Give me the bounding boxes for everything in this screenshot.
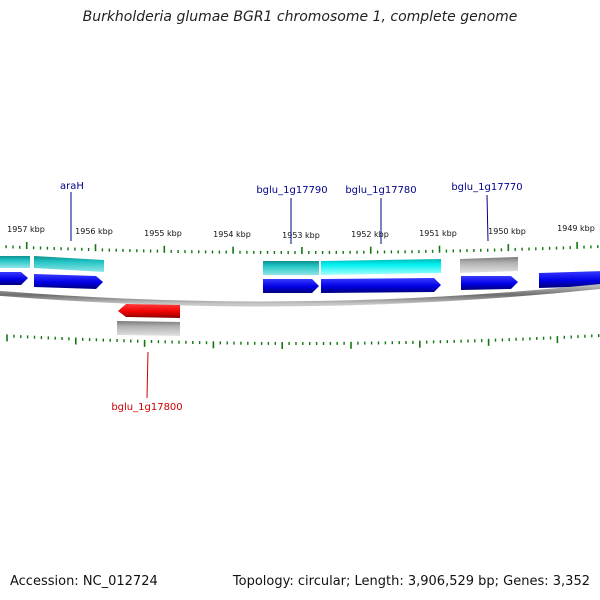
leader-line-bglu-1g17800 bbox=[146, 351, 149, 399]
forward-strand-track bbox=[0, 271, 600, 293]
feature-track-outer bbox=[0, 256, 518, 275]
feature-block-grey[interactable] bbox=[117, 321, 180, 336]
tick-label-1954: 1954 kbp bbox=[213, 230, 251, 239]
tick-label-1951: 1951 kbp bbox=[419, 229, 457, 238]
leader-line-bglu-1g17770 bbox=[486, 194, 489, 242]
tick-label-1950: 1950 kbp bbox=[488, 227, 526, 236]
tick-label-1956: 1956 kbp bbox=[75, 227, 113, 236]
map-title: Burkholderia glumae BGR1 chromosome 1, c… bbox=[82, 9, 518, 25]
feature-block-cyan[interactable] bbox=[321, 259, 441, 275]
cds-arrow-forward-bglu-1g17790[interactable] bbox=[263, 279, 319, 293]
cds-arrow-forward-bglu-1g17770[interactable] bbox=[461, 276, 518, 290]
feature-block-teal[interactable] bbox=[263, 261, 319, 275]
tick-label-1953: 1953 kbp bbox=[282, 231, 320, 240]
gene-label-bglu-1g17780[interactable]: bglu_1g17780 bbox=[345, 185, 416, 196]
feature-block-teal[interactable] bbox=[34, 256, 104, 272]
cds-arrow-forward-bglu-1g17780[interactable] bbox=[321, 278, 441, 293]
gene-label-bglu-1g17800[interactable]: bglu_1g17800 bbox=[111, 402, 182, 413]
scale-labels: 1957 kbp 1956 kbp 1955 kbp 1954 kbp 1953… bbox=[7, 224, 595, 240]
reverse-strand-track bbox=[118, 304, 180, 318]
gene-label-bglu-1g17790[interactable]: bglu_1g17790 bbox=[256, 185, 327, 196]
genome-summary-text: Topology: circular; Length: 3,906,529 bp… bbox=[232, 574, 590, 589]
tick-label-1949: 1949 kbp bbox=[557, 224, 595, 233]
cds-arrow-forward[interactable] bbox=[539, 271, 600, 288]
accession-text: Accession: NC_012724 bbox=[10, 574, 158, 589]
feature-block-grey[interactable] bbox=[460, 257, 518, 273]
gene-label-leaders bbox=[70, 192, 489, 399]
gene-label-arah[interactable]: araH bbox=[60, 181, 84, 192]
gene-labels: araH bglu_1g17790 bglu_1g17780 bglu_1g17… bbox=[60, 181, 523, 413]
cds-arrow-forward-arah[interactable] bbox=[34, 274, 103, 289]
inner-tick-ring bbox=[6, 334, 600, 349]
feature-track-inner bbox=[117, 321, 180, 336]
gene-label-bglu-1g17770[interactable]: bglu_1g17770 bbox=[451, 182, 522, 193]
outer-tick-ring bbox=[5, 241, 599, 254]
cds-arrow-reverse-bglu-1g17800[interactable] bbox=[118, 304, 180, 318]
genome-backbone bbox=[0, 283, 600, 307]
feature-block-teal[interactable] bbox=[0, 256, 30, 268]
tick-label-1955: 1955 kbp bbox=[144, 229, 182, 238]
tick-label-1957: 1957 kbp bbox=[7, 225, 45, 234]
cds-arrow-forward[interactable] bbox=[0, 272, 28, 285]
tick-label-1952: 1952 kbp bbox=[351, 230, 389, 239]
